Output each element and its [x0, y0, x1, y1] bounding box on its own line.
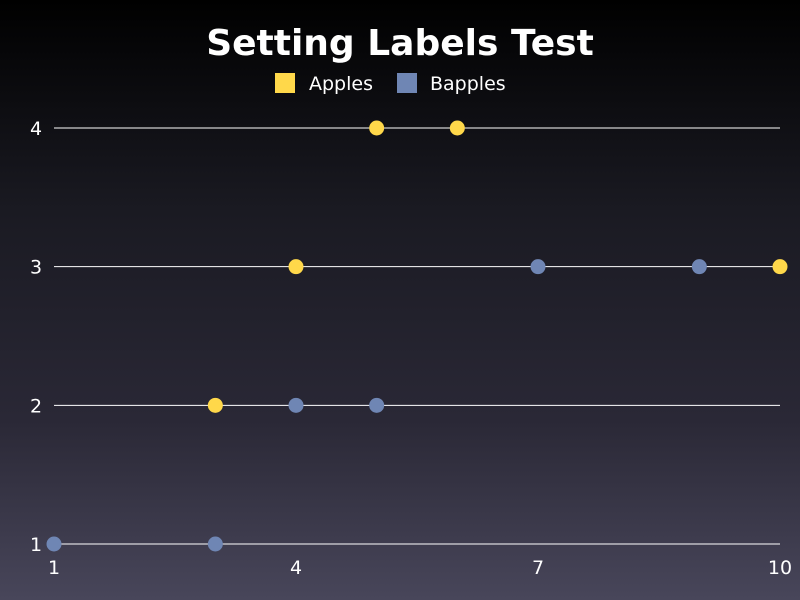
point-bapples: [288, 397, 304, 413]
x-tick-label: 10: [768, 557, 792, 579]
data-points: [46, 120, 788, 552]
y-tick-label: 3: [30, 257, 42, 279]
point-apples: [207, 397, 223, 413]
legend-label-apples: Apples: [309, 73, 373, 95]
point-apples: [288, 259, 304, 275]
point-apples: [369, 120, 385, 136]
y-tick-label: 1: [30, 534, 42, 556]
legend-swatch-apples: [275, 73, 295, 93]
point-bapples: [691, 259, 707, 275]
legend-label-bapples: Bapples: [430, 73, 506, 95]
legend: Apples Bapples: [275, 73, 506, 95]
point-apples: [449, 120, 465, 136]
chart-title: Setting Labels Test: [206, 23, 594, 64]
point-bapples: [46, 536, 62, 552]
point-bapples: [530, 259, 546, 275]
gridlines: [54, 127, 780, 545]
y-axis-ticks: 1 2 3 4: [30, 118, 42, 556]
y-tick-label: 2: [30, 395, 42, 417]
x-tick-label: 1: [48, 557, 60, 579]
y-tick-label: 4: [30, 118, 42, 140]
x-axis-ticks: 1 4 7 10: [48, 557, 792, 579]
x-tick-label: 7: [532, 557, 544, 579]
legend-swatch-bapples: [397, 73, 417, 93]
point-bapples: [369, 397, 385, 413]
point-bapples: [207, 536, 223, 552]
x-tick-label: 4: [290, 557, 302, 579]
point-apples: [772, 259, 788, 275]
